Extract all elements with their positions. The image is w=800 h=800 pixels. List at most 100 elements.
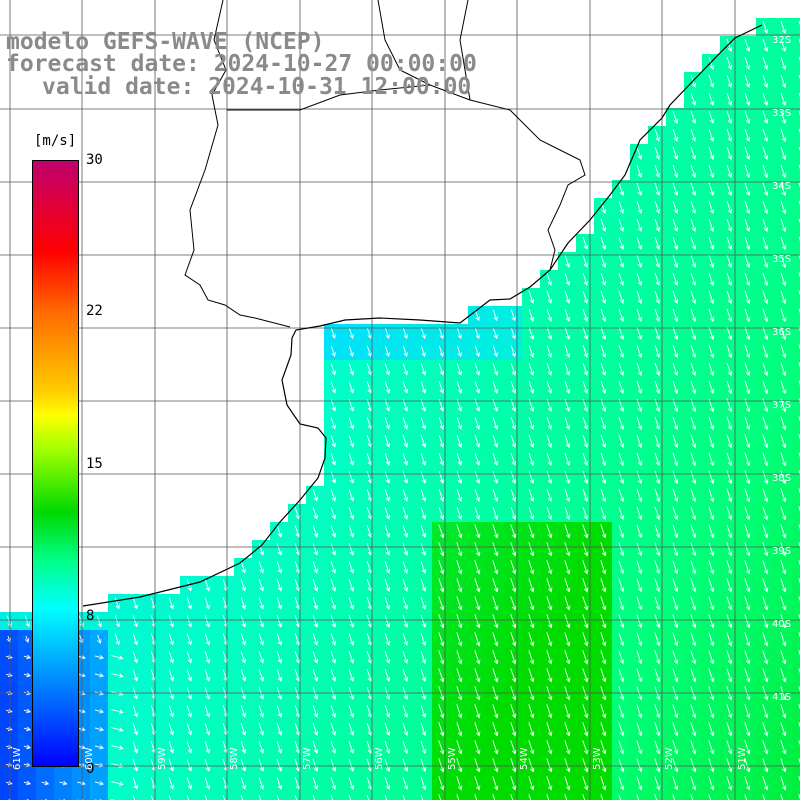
wind-arrow <box>492 722 499 737</box>
wind-arrow <box>366 650 373 664</box>
wind-arrow <box>456 434 463 448</box>
wind-arrow <box>726 128 733 142</box>
wind-arrow <box>654 506 661 521</box>
wind-arrow <box>780 128 787 143</box>
wind-arrow <box>744 452 751 467</box>
wind-arrow <box>744 614 751 629</box>
wind-arrow <box>528 290 535 304</box>
wind-cell <box>792 576 800 594</box>
wind-cell <box>18 792 36 800</box>
wind-cell <box>360 792 378 800</box>
wind-arrow <box>420 506 427 520</box>
wind-arrow <box>420 614 427 628</box>
wind-arrow <box>528 758 535 773</box>
wind-arrow <box>762 110 769 125</box>
wind-arrow <box>366 524 373 538</box>
wind-arrow <box>726 416 733 431</box>
wind-arrow <box>384 453 391 466</box>
wind-arrow <box>546 560 553 575</box>
wind-arrow <box>654 326 661 341</box>
wind-arrow <box>402 740 409 755</box>
wind-arrow <box>402 363 409 376</box>
wind-arrow <box>744 272 751 287</box>
wind-arrow <box>456 452 463 466</box>
wind-arrow <box>780 218 787 233</box>
wind-arrow <box>546 290 553 304</box>
wind-arrow <box>204 795 208 800</box>
wind-arrow <box>762 56 769 70</box>
wind-cell <box>144 792 162 800</box>
wind-arrow <box>780 92 787 107</box>
wind-cell <box>612 792 630 800</box>
wind-arrow <box>546 758 553 773</box>
wind-arrow <box>186 633 193 646</box>
wind-arrow <box>546 632 553 647</box>
wind-arrow <box>24 635 30 644</box>
wind-arrow <box>186 759 193 772</box>
wind-arrow <box>780 596 787 611</box>
wind-cell <box>792 612 800 630</box>
wind-arrow <box>456 650 463 665</box>
wind-arrow <box>654 164 661 178</box>
wind-cell <box>252 792 270 800</box>
longitude-label: 59W <box>157 747 168 770</box>
wind-arrow <box>456 668 463 683</box>
wind-arrow <box>330 758 337 772</box>
wind-arrow <box>168 669 175 682</box>
wind-arrow <box>780 416 787 431</box>
wind-arrow <box>654 290 661 305</box>
wind-cell <box>792 54 800 72</box>
wind-arrow <box>636 758 643 773</box>
wind-cell <box>792 720 800 738</box>
wind-arrow <box>420 327 426 340</box>
wind-arrow <box>402 614 409 628</box>
wind-arrow <box>636 380 643 395</box>
wind-arrow <box>726 290 733 305</box>
wind-arrow <box>528 488 535 502</box>
wind-arrow <box>636 776 643 791</box>
wind-arrow <box>636 146 643 160</box>
wind-arrow <box>348 722 355 736</box>
wind-cell <box>792 450 800 468</box>
wind-arrow <box>94 655 105 660</box>
wind-arrow <box>132 777 139 790</box>
wind-cell <box>792 180 800 198</box>
wind-arrow <box>708 740 715 755</box>
wind-arrow <box>546 596 553 611</box>
wind-arrow <box>780 254 787 269</box>
wind-cell <box>792 378 800 396</box>
wind-arrow <box>618 470 625 485</box>
wind-arrow <box>744 596 751 611</box>
wind-arrow <box>294 740 301 754</box>
wind-cell <box>306 792 324 800</box>
wind-arrow <box>654 704 661 719</box>
wind-arrow <box>564 560 571 575</box>
wind-arrow <box>330 327 336 339</box>
wind-arrow <box>23 708 32 714</box>
wind-arrow <box>294 722 301 736</box>
wind-arrow <box>438 758 445 773</box>
wind-arrow <box>330 417 337 430</box>
wind-arrow <box>420 434 427 448</box>
wind-arrow <box>402 381 409 394</box>
wind-arrow <box>276 776 283 790</box>
wind-arrow <box>726 578 733 593</box>
wind-arrow <box>492 345 498 358</box>
wind-arrow <box>672 164 679 178</box>
wind-arrow <box>492 758 499 773</box>
wind-arrow <box>762 20 769 34</box>
wind-arrow <box>276 794 280 800</box>
wind-arrow <box>402 596 409 610</box>
wind-arrow <box>438 776 445 791</box>
wind-cell <box>504 792 522 800</box>
wind-arrow <box>528 614 535 629</box>
wind-arrow <box>492 434 499 448</box>
wind-arrow <box>618 632 625 647</box>
wind-arrow <box>420 740 427 755</box>
wind-arrow <box>726 776 733 791</box>
wind-cell <box>36 792 54 800</box>
wind-arrow <box>762 542 769 557</box>
wind-arrow <box>618 758 625 773</box>
wind-arrow <box>492 596 499 611</box>
wind-arrow <box>420 417 427 430</box>
